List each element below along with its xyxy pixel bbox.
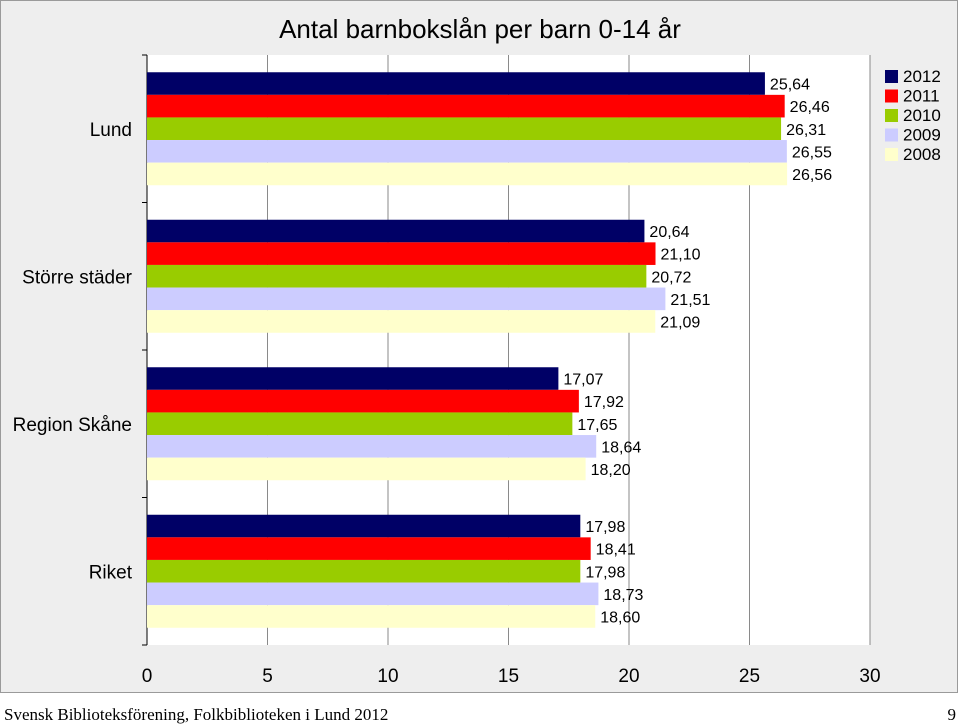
x-tick-label: 20: [618, 666, 639, 687]
data-label: 17,92: [584, 394, 624, 411]
category-label: Större städer: [22, 267, 132, 288]
legend-label: 2010: [903, 106, 941, 125]
data-label: 18,73: [603, 587, 643, 604]
data-label: 17,98: [585, 519, 625, 536]
x-tick-label: 10: [377, 666, 398, 687]
bar: [147, 412, 573, 436]
bar: [147, 140, 787, 163]
bar: [147, 435, 597, 458]
bar: [147, 389, 579, 413]
data-label: 21,09: [660, 314, 700, 331]
data-label: 18,64: [601, 439, 641, 456]
bar: [147, 242, 656, 265]
legend-swatch: [885, 70, 898, 83]
bar: [147, 457, 586, 481]
footer-source: Svensk Biblioteksförening, Folkbibliotek…: [4, 705, 389, 724]
data-label: 26,31: [786, 122, 826, 139]
legend-swatch: [885, 89, 898, 103]
data-label: 21,10: [661, 247, 701, 264]
bar: [147, 117, 782, 141]
legend-label: 2008: [903, 145, 941, 164]
bar: [147, 514, 581, 538]
bar: [147, 559, 581, 583]
data-label: 18,60: [600, 609, 640, 626]
data-label: 20,64: [649, 224, 689, 241]
x-tick-label: 30: [859, 666, 880, 687]
data-label: 21,51: [670, 292, 710, 309]
bar: [147, 94, 785, 118]
x-tick-label: 5: [262, 666, 273, 687]
legend-swatch: [885, 128, 898, 142]
bar: [147, 310, 656, 333]
legend-swatch: [885, 148, 898, 161]
data-label: 17,07: [563, 372, 603, 389]
data-label: 26,46: [790, 99, 830, 116]
data-label: 20,72: [651, 269, 691, 286]
bar: [147, 219, 645, 243]
bar: [147, 287, 666, 311]
data-label: 26,55: [792, 144, 832, 161]
bar-chart: Antal barnbokslån per barn 0-14 år 0 5 10 15…: [13, 14, 941, 687]
data-label: 18,41: [596, 542, 636, 559]
bar: [147, 264, 647, 288]
category-label: Riket: [89, 562, 133, 583]
bar: [147, 605, 596, 628]
legend-label: 2012: [903, 67, 941, 86]
bar: [147, 582, 599, 606]
bar: [147, 162, 788, 186]
bar: [147, 537, 591, 560]
bar: [147, 72, 765, 95]
legend-label: 2011: [903, 87, 940, 106]
chart-title: Antal barnbokslån per barn 0-14 år: [279, 14, 681, 44]
x-tick-label: 25: [739, 666, 760, 687]
data-label: 25,64: [770, 77, 810, 94]
page-number: 9: [947, 705, 957, 724]
data-label: 17,98: [585, 564, 625, 581]
data-label: 17,65: [577, 417, 617, 434]
legend-swatch: [885, 109, 898, 122]
data-label: 26,56: [792, 167, 832, 184]
x-tick-label: 0: [142, 666, 153, 687]
data-label: 18,20: [591, 462, 631, 479]
bar: [147, 367, 559, 390]
category-label: Region Skåne: [13, 415, 132, 436]
x-tick-label: 15: [498, 666, 519, 687]
legend-label: 2009: [903, 126, 941, 145]
category-label: Lund: [90, 120, 132, 141]
